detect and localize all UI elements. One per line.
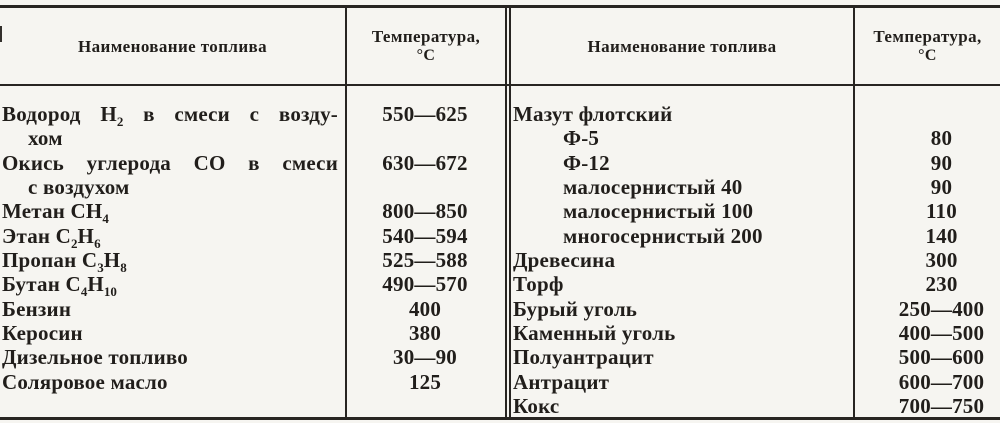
- header-fuel-name-left-label: Наименование топлива: [77, 36, 267, 56]
- table-row: многосернистый 200 140: [511, 224, 1000, 248]
- table-row: Бутан C4H10 490—570: [0, 272, 505, 300]
- fuel-name: Бензин: [2, 296, 72, 321]
- temperature-value: 600—700: [898, 369, 985, 394]
- fuel-name: Этан C2H6: [2, 223, 101, 251]
- table-row: малосернистый 100 110: [511, 199, 1000, 223]
- table-row: Соляровое масло 125: [0, 370, 505, 394]
- fuel-name: Дизельное топливо: [2, 345, 188, 370]
- table-row: Окись углерода CO в смеси 630—672: [0, 151, 505, 175]
- temperature-value: 250—400: [898, 296, 985, 321]
- table-row: Древесина 300: [511, 248, 1000, 272]
- temperature-value: 110: [926, 199, 957, 224]
- temperature-value: 500—600: [898, 345, 985, 370]
- center-double-rule-inner: [509, 5, 511, 420]
- table-row: Метан CH4 800—850: [0, 199, 505, 227]
- fuel-name: Мазут флотский: [513, 102, 673, 126]
- temperature-value: 380: [408, 321, 442, 346]
- fuel-name: Водород H2 в смеси с возду-: [2, 102, 338, 127]
- temperature-value: 550—625: [382, 102, 468, 126]
- fuel-name: Антрацит: [513, 369, 610, 394]
- table-row: Этан C2H6 540—594: [0, 223, 505, 251]
- temperature-value: 30—90: [393, 345, 457, 370]
- fuel-name: Ф-5: [563, 126, 600, 151]
- temperature-value: 800—850: [382, 199, 468, 224]
- table-top-border: [0, 5, 1000, 8]
- header-temperature-left-unit: °С: [416, 47, 436, 64]
- table-row: Бурый уголь 250—400: [511, 297, 1000, 321]
- center-double-rule-outer: [505, 5, 507, 420]
- header-temperature-left-label: Температура,: [371, 27, 481, 46]
- table-row: Ф-12 90: [511, 151, 1000, 175]
- fuel-name: Соляровое масло: [2, 369, 168, 394]
- header-separator-line: [0, 84, 1000, 86]
- table-row: Ф-5 80: [511, 126, 1000, 150]
- fuel-name: Метан CH4: [2, 199, 109, 227]
- table-row: Антрацит 600—700: [511, 370, 1000, 394]
- temperature-value: 630—672: [382, 150, 468, 175]
- temperature-value: 400—500: [898, 321, 985, 346]
- fuel-name: Каменный уголь: [513, 321, 676, 346]
- table-row: Бензин 400: [0, 297, 505, 321]
- fuel-name: Пропан C3H8: [2, 248, 127, 276]
- temperature-value: 230: [925, 272, 958, 297]
- header-fuel-name-right: Наименование топлива: [511, 8, 853, 84]
- fuel-name: Полуантрацит: [513, 345, 654, 370]
- header-temperature-left: Температура, °С: [347, 8, 505, 84]
- fuel-name: с воздухом: [28, 175, 130, 200]
- fuel-name: Торф: [513, 272, 564, 297]
- table-row: с воздухом: [0, 175, 505, 199]
- fuel-name: Керосин: [2, 321, 83, 346]
- temperature-value: 90: [930, 150, 953, 175]
- fuel-name: Ф-12: [563, 150, 610, 175]
- header-fuel-name-right-label: Наименование топлива: [587, 36, 777, 56]
- fuel-rows-left: Водород H2 в смеси с возду- 550—625 хом Оки…: [0, 102, 505, 394]
- table-row: малосернистый 40 90: [511, 175, 1000, 199]
- temperature-value: 80: [930, 126, 953, 151]
- fuel-name: Бутан C4H10: [2, 272, 117, 300]
- table-row: Водород H2 в смеси с возду- 550—625: [0, 102, 505, 126]
- table-row: Каменный уголь 400—500: [511, 321, 1000, 345]
- fuel-name: малосернистый 100: [563, 199, 754, 224]
- table-row: хом: [0, 126, 505, 150]
- fuel-name: Кокс: [513, 394, 560, 419]
- fuel-name: малосернистый 40: [563, 175, 743, 200]
- right-temp-column-separator: [853, 5, 855, 420]
- temperature-value: 300: [925, 248, 958, 273]
- header-fuel-name-left: Наименование топлива: [0, 8, 345, 84]
- table-bottom-border: [0, 417, 1000, 420]
- fuel-name: Древесина: [513, 248, 616, 273]
- temperature-value: 140: [925, 223, 958, 248]
- header-temperature-right: Температура, °С: [855, 8, 1000, 84]
- left-temp-column-separator: [345, 5, 347, 420]
- fuel-name: многосернистый 200: [563, 223, 763, 248]
- table-row: Дизельное топливо 30—90: [0, 345, 505, 369]
- fuel-name: Бурый уголь: [513, 296, 638, 321]
- temperature-value: 90: [930, 175, 953, 200]
- header-temperature-right-label: Температура,: [873, 27, 982, 46]
- table-row: Пропан C3H8 525—588: [0, 248, 505, 276]
- table-row: Торф 230: [511, 272, 1000, 296]
- header-temperature-right-unit: °С: [918, 47, 937, 64]
- fuel-name: Окись углерода CO в смеси: [2, 150, 338, 175]
- temperature-value: 490—570: [382, 272, 468, 297]
- temperature-value: 540—594: [382, 223, 468, 248]
- temperature-value: 400: [408, 296, 442, 321]
- table-row: Мазут флотский: [511, 102, 1000, 126]
- temperature-value: 525—588: [382, 248, 468, 273]
- table-row: Полуантрацит 500—600: [511, 345, 1000, 369]
- temperature-value: 125: [408, 369, 442, 394]
- fuel-rows-right: Мазут флотский Ф-5 80 Ф-12 90 малосернистый 4…: [511, 102, 1000, 418]
- fuel-name: хом: [28, 126, 63, 151]
- table-row: Кокс 700—750: [511, 394, 1000, 418]
- scan-artifact: [0, 26, 2, 42]
- temperature-value: 700—750: [898, 394, 985, 419]
- table-row: Керосин 380: [0, 321, 505, 345]
